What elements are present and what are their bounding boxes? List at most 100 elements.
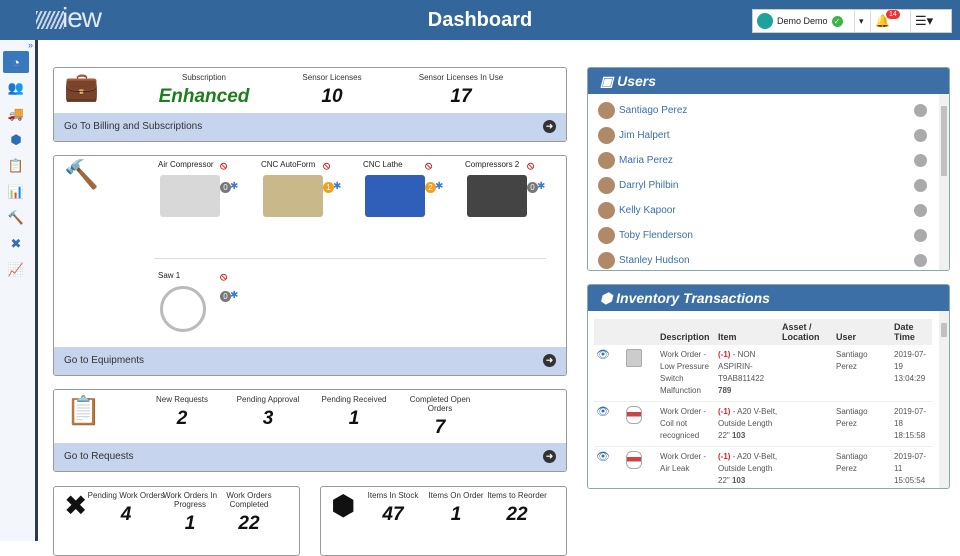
avatar xyxy=(598,227,615,244)
sidebar-item-gavel[interactable]: 🔨 xyxy=(3,207,29,229)
equipment-item[interactable]: CNC Lathe ⦸ 2 ✱ xyxy=(363,160,463,217)
avatar xyxy=(598,152,615,169)
equipment-item[interactable]: Compressors 2 ⦸ 0 ✱ xyxy=(465,160,565,217)
stat-item: Pending Received 1 xyxy=(321,395,387,429)
user-row[interactable]: Stanley Hudson xyxy=(588,248,949,270)
user-row[interactable]: Darryl Philbin xyxy=(588,173,949,198)
status-dot xyxy=(914,154,927,167)
user-row[interactable]: Jim Halpert xyxy=(588,123,949,148)
users-scrollbar[interactable] xyxy=(939,94,949,270)
sidebar-item-chart[interactable]: 📈 xyxy=(3,259,29,281)
description: Work Order - Air Leak xyxy=(658,446,716,488)
sidebar-item-truck[interactable]: 🚚 xyxy=(3,103,29,125)
dashboard-icon: ◔ xyxy=(12,54,20,70)
table-row: 👁 Work Order - Low Pressure Switch Malfun… xyxy=(594,345,932,402)
arrow-right-icon: ➜ xyxy=(543,450,556,463)
user-dropdown-button[interactable]: ▾ xyxy=(855,10,871,32)
sensor-icon: ✱ xyxy=(230,290,239,301)
user-menu[interactable]: Demo Demo ✓ xyxy=(753,10,855,32)
cubes-icon: ⬢ xyxy=(600,290,617,306)
user-card-icon: ▣ xyxy=(600,73,618,89)
status-dot xyxy=(914,179,927,192)
inventory-stats-card[interactable]: ⬢ Items In Stock 47 Items On Order 1 Items t… xyxy=(320,486,567,556)
column-header: Date Time xyxy=(892,319,932,345)
stat-item: Items In Stock 47 xyxy=(367,491,419,525)
equipment-image xyxy=(365,175,425,217)
user-row[interactable]: Santiago Perez xyxy=(588,98,949,123)
avatar xyxy=(598,252,615,269)
user-name: Maria Perez xyxy=(619,155,673,166)
equipment-item[interactable]: Saw 1 ⦸ 0 ✱ xyxy=(158,271,258,332)
sensor-icon: ✱ xyxy=(435,181,444,192)
item-thumbnail xyxy=(624,401,658,447)
notification-badge: 14 xyxy=(886,10,900,19)
equipment-name: CNC AutoForm xyxy=(261,160,316,169)
item: (-1) - A20 V-Belt, Outside Length 22" 10… xyxy=(716,446,780,488)
view-button[interactable]: 👁 xyxy=(594,401,625,447)
gavel-icon: 🔨 xyxy=(7,210,25,225)
sensor-icon: ✱ xyxy=(230,181,239,192)
avatar xyxy=(598,102,615,119)
description: Work Order - Low Pressure Switch Malfunc… xyxy=(658,345,716,402)
user-row[interactable]: Kelly Kapoor xyxy=(588,198,949,223)
sidebar-item-report[interactable]: 📊 xyxy=(3,181,29,203)
item: (-1) - A20 V-Belt, Outside Length 22" 10… xyxy=(716,401,780,447)
hamburger-menu-button[interactable]: ☰▾ xyxy=(915,13,934,28)
billing-link[interactable]: Go To Billing and Subscriptions ➜ xyxy=(54,113,566,141)
column-header xyxy=(624,319,658,345)
user: Santiago Perez xyxy=(834,401,892,447)
requests-card: 📋 New Requests 2 Pending Approval 3 Pending … xyxy=(53,389,567,472)
sensor-count-badge: 0 xyxy=(220,291,231,302)
sidebar-item-clipboard[interactable]: 📋 xyxy=(3,155,29,177)
equipment-name: CNC Lathe xyxy=(363,160,403,169)
equipment-item[interactable]: Air Compressor ⦸ 0 ✱ xyxy=(158,160,258,217)
status-dot xyxy=(914,204,927,217)
chart-icon: 📈 xyxy=(7,262,25,277)
sensor-icon: ✱ xyxy=(333,181,342,192)
user-row[interactable]: Toby Flenderson xyxy=(588,223,949,248)
column-header: Asset / Location xyxy=(780,319,834,345)
view-button[interactable]: 👁 xyxy=(594,345,625,402)
sidebar-item-tools[interactable]: ✖ xyxy=(3,233,29,255)
users-icon: 👥 xyxy=(7,80,25,95)
requests-link[interactable]: Go to Requests ➜ xyxy=(54,443,566,471)
stat-item: Items On Order 1 xyxy=(428,491,484,525)
status-check-icon: ✓ xyxy=(831,15,843,27)
wifi-off-icon: ⦸ xyxy=(220,271,228,283)
page-title: Dashboard xyxy=(427,9,533,31)
stat-item: Work Orders Completed 22 xyxy=(226,491,272,534)
sensor-icon: ✱ xyxy=(537,181,546,192)
stat-item: Pending Approval 3 xyxy=(236,395,300,429)
arrow-right-icon: ➜ xyxy=(543,120,556,133)
table-row: 👁 Work Order - Coil not recogniced (-1) - … xyxy=(594,401,932,447)
users-header: ▣ Users xyxy=(588,68,949,94)
view-button[interactable]: 👁 xyxy=(594,446,625,488)
workorders-card[interactable]: ✖ Pending Work Orders 4 Work Orders In Pro… xyxy=(53,486,300,556)
sensor-count-badge: 0 xyxy=(527,182,538,193)
cubes-icon: ⬢ xyxy=(331,490,356,521)
wifi-off-icon: ⦸ xyxy=(527,160,535,172)
sidebar-expand-button[interactable]: » xyxy=(27,40,33,50)
report-icon: 📊 xyxy=(7,184,25,199)
description: Work Order - Coil not recogniced xyxy=(658,401,716,447)
sidebar-item-cubes[interactable]: ⬢ xyxy=(3,129,29,151)
user-name: Toby Flenderson xyxy=(619,230,693,241)
clipboard-icon: 📋 xyxy=(7,158,25,173)
gavel-icon: 🔨 xyxy=(64,159,99,190)
equipment-item[interactable]: CNC AutoForm ⦸ 1 ✱ xyxy=(261,160,361,217)
column-header xyxy=(594,319,625,345)
transactions-scrollbar[interactable] xyxy=(939,311,949,488)
user-row[interactable]: Maria Perez xyxy=(588,148,949,173)
stat-item: Completed Open Orders 7 xyxy=(409,395,471,438)
sidebar-item-dashboard[interactable]: ◔ xyxy=(3,51,29,73)
item-thumbnail xyxy=(624,446,658,488)
equipments-link[interactable]: Go to Equipments ➜ xyxy=(54,347,566,375)
equipment-image xyxy=(263,175,323,217)
inventory-transactions-panel: ⬢ Inventory Transactions Description Item… xyxy=(587,284,950,489)
status-dot xyxy=(914,104,927,117)
logo[interactable]: iew xyxy=(36,2,102,34)
clipboard-check-icon: 📋 xyxy=(66,395,101,426)
sidebar-item-users[interactable]: 👥 xyxy=(3,77,29,99)
user-name: Darryl Philbin xyxy=(619,180,679,191)
stat-licenses-in-use: Sensor Licenses In Use 17 xyxy=(418,73,504,107)
